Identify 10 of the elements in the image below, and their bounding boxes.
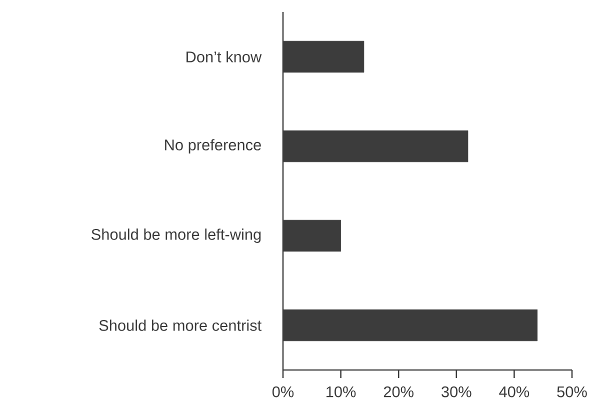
x-tick-label: 20%	[384, 386, 414, 398]
y-tick-label: Don’t know	[186, 51, 262, 62]
x-tick-label: 10%	[326, 386, 356, 398]
x-tick-label: 40%	[499, 386, 530, 398]
x-tick-label: 0%	[272, 386, 294, 398]
x-tick-label: 50%	[557, 386, 587, 398]
y-tick-label: Should be more centrist	[99, 320, 262, 331]
x-tick-label: 30%	[442, 386, 472, 398]
y-tick-label: Should be more left-wing	[92, 228, 261, 243]
y-tick-label: No preference	[165, 139, 261, 154]
